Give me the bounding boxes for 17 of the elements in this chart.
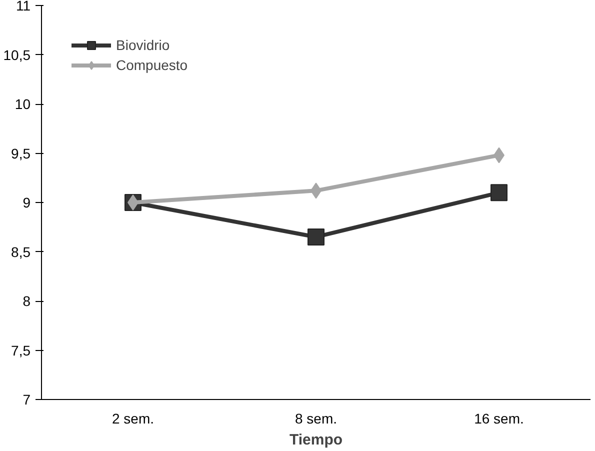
y-tick-label: 7,5 [11,342,31,358]
y-tick-label: 7 [22,392,31,408]
y-tick-label: 8,5 [11,244,31,260]
x-tick-label: 16 sem. [474,410,524,426]
y-tick-label: 9 [22,194,31,210]
y-tick-label: 11 [16,0,31,14]
legend-label: Biovidrio [116,37,170,53]
y-tick-label: 8 [22,293,31,309]
point [490,184,508,202]
x-tick-label: 8 sem. [294,410,338,426]
x-tick-label: 2 sem. [112,410,154,426]
legend-label: Compuesto [116,57,188,73]
point [308,228,324,246]
x-axis-title: Tiempo [289,432,343,448]
y-tick-label: 10 [14,96,31,112]
y-tick-label: 10,5 [3,46,31,63]
y-tick-label: 9,5 [11,145,31,162]
